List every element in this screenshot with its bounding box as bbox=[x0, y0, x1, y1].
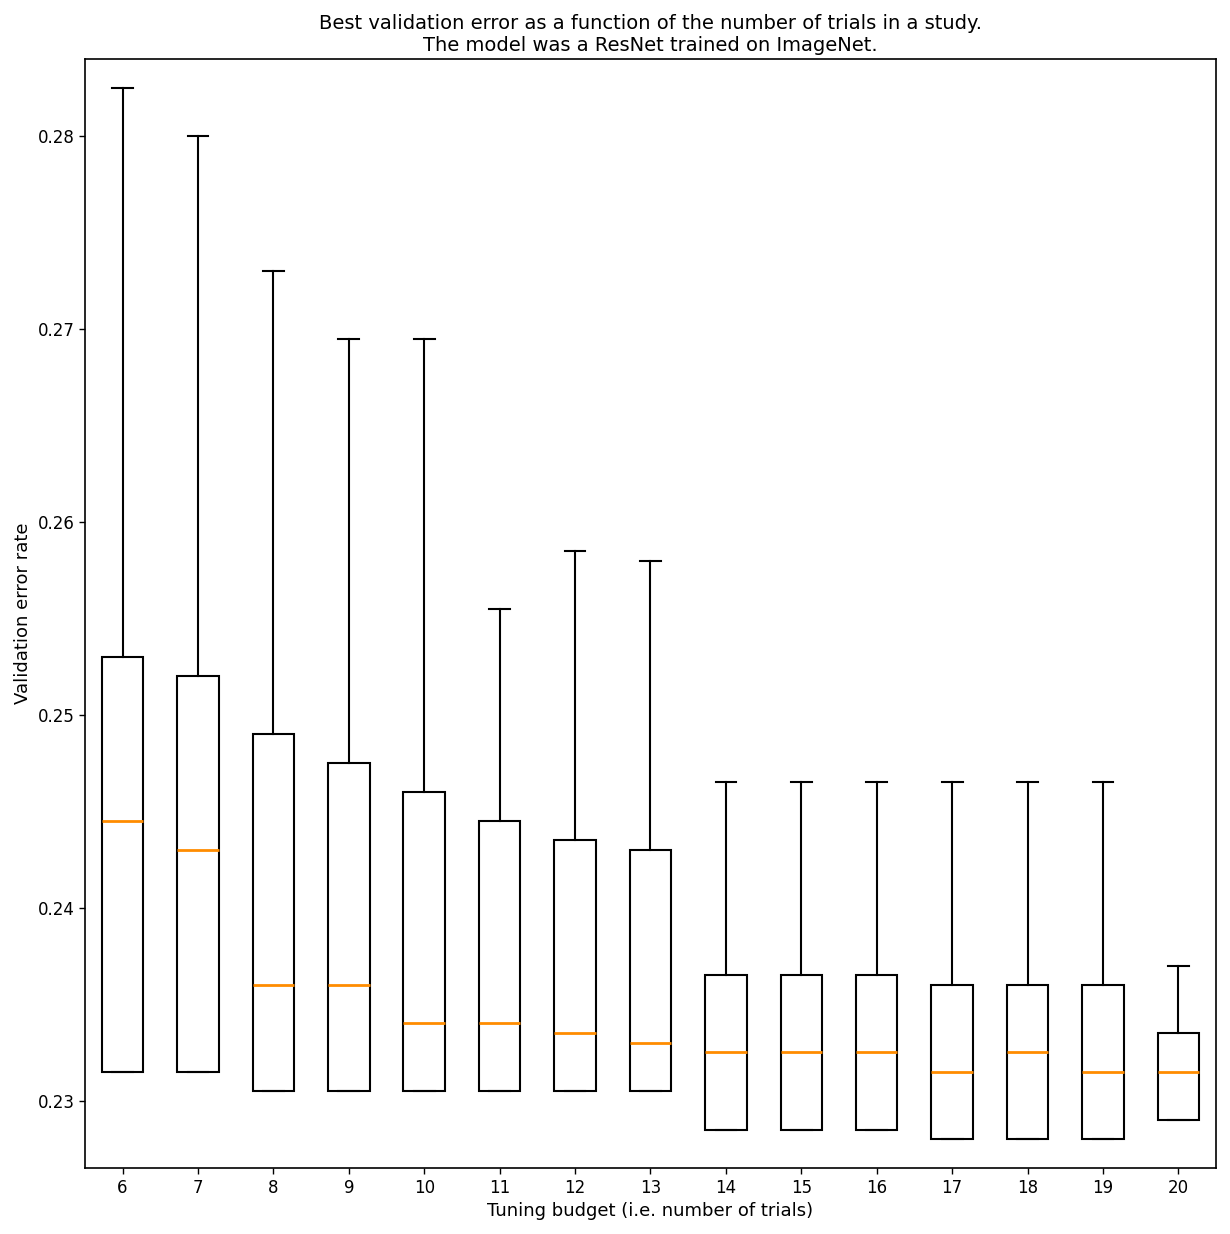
PathPatch shape bbox=[931, 985, 973, 1139]
PathPatch shape bbox=[403, 792, 445, 1091]
Title: Best validation error as a function of the number of trials in a study.
The mode: Best validation error as a function of t… bbox=[319, 14, 982, 54]
Y-axis label: Validation error rate: Validation error rate bbox=[14, 523, 32, 705]
PathPatch shape bbox=[630, 850, 672, 1091]
PathPatch shape bbox=[1007, 985, 1048, 1139]
PathPatch shape bbox=[252, 734, 294, 1091]
PathPatch shape bbox=[102, 656, 144, 1071]
X-axis label: Tuning budget (i.e. number of trials): Tuning budget (i.e. number of trials) bbox=[487, 1202, 813, 1220]
PathPatch shape bbox=[1082, 985, 1124, 1139]
PathPatch shape bbox=[328, 763, 369, 1091]
PathPatch shape bbox=[705, 975, 747, 1129]
PathPatch shape bbox=[177, 676, 219, 1071]
PathPatch shape bbox=[555, 840, 595, 1091]
PathPatch shape bbox=[856, 975, 898, 1129]
PathPatch shape bbox=[781, 975, 822, 1129]
PathPatch shape bbox=[478, 821, 520, 1091]
PathPatch shape bbox=[1157, 1033, 1199, 1120]
